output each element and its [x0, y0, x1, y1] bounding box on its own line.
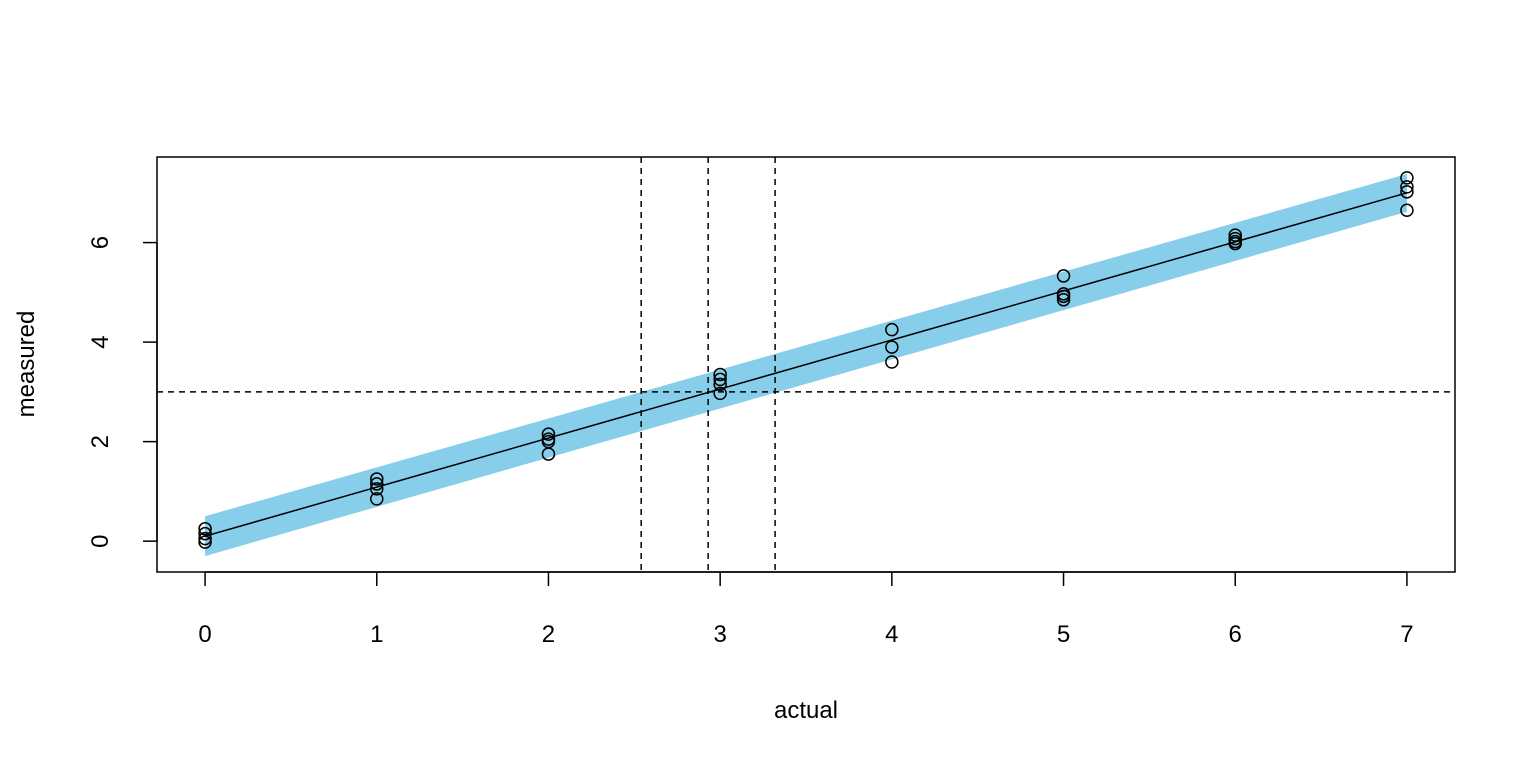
y-axis-title: measured [13, 311, 40, 418]
y-tick-label-2: 2 [87, 435, 114, 448]
data-point-2 [198, 531, 212, 546]
data-point-5 [370, 477, 384, 491]
data-point-7 [370, 492, 384, 506]
data-point-6 [370, 482, 384, 496]
data-point-11 [541, 447, 556, 461]
x-tick-label-7: 7 [1400, 621, 1413, 648]
data-point-14 [713, 377, 727, 392]
data-point-19 [1056, 269, 1071, 283]
x-tick-label-5: 5 [1057, 621, 1070, 648]
data-point-4 [370, 472, 384, 486]
data-point-21 [1056, 289, 1071, 304]
data-point-27 [1400, 171, 1414, 185]
data-point-17 [885, 340, 899, 354]
data-points-layer [198, 171, 1414, 549]
x-axis-title: actual [774, 697, 838, 724]
data-point-16 [885, 322, 899, 337]
data-point-8 [541, 427, 556, 441]
y-tick-label-0: 0 [87, 534, 114, 547]
x-axis: 0 1 2 3 4 5 6 7 [198, 571, 1414, 648]
x-tick-label-2: 2 [542, 621, 555, 648]
data-point-26 [1228, 236, 1242, 251]
x-tick-label-4: 4 [885, 621, 898, 648]
data-point-15 [713, 386, 727, 401]
data-point-0 [198, 521, 212, 536]
y-tick-label-6: 6 [87, 236, 114, 249]
data-point-1 [198, 526, 212, 541]
data-point-30 [1400, 203, 1414, 217]
y-tick-label-4: 4 [87, 335, 114, 348]
data-point-29 [1400, 185, 1414, 199]
data-point-23 [1228, 228, 1242, 242]
data-point-13 [713, 372, 727, 387]
data-point-22 [1056, 293, 1071, 307]
x-tick-label-1: 1 [370, 621, 383, 648]
data-point-3 [198, 535, 212, 549]
y-axis: 0 2 4 6 [87, 236, 158, 548]
fit-line-layer [204, 192, 1408, 537]
x-tick-label-6: 6 [1229, 621, 1242, 648]
regression-line [204, 192, 1408, 537]
x-tick-label-3: 3 [713, 621, 726, 648]
data-point-18 [885, 355, 899, 369]
reference-lines-layer [157, 157, 1455, 572]
data-point-28 [1400, 180, 1414, 194]
data-point-12 [713, 367, 727, 382]
x-tick-label-0: 0 [198, 621, 211, 648]
